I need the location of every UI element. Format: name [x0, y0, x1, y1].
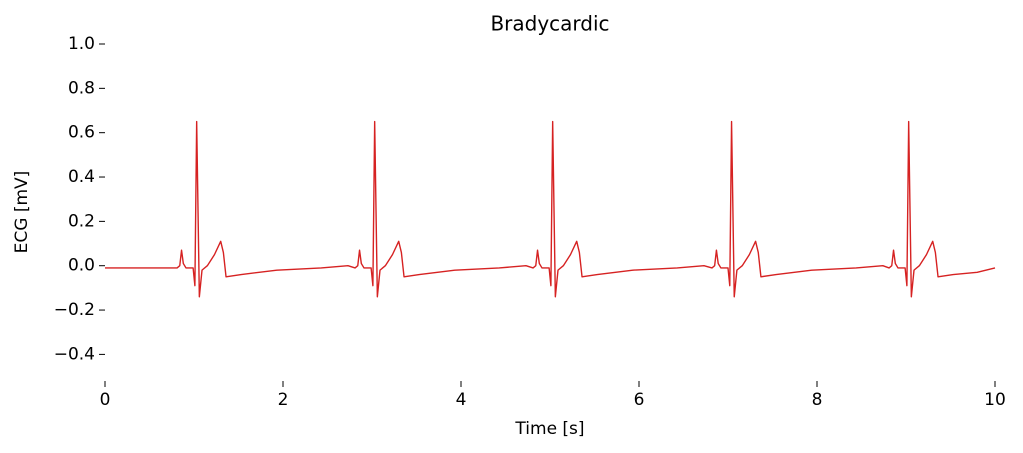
y-tick-label: 0.4 [68, 167, 95, 187]
x-tick-label: 4 [456, 390, 467, 410]
y-tick-label: 0.8 [68, 78, 95, 98]
y-tick-label: −0.4 [54, 344, 95, 364]
x-axis-label: Time [s] [514, 419, 584, 439]
y-tick-label: 1.0 [68, 34, 95, 54]
ecg-line [105, 120, 996, 298]
y-tick-label: 0.0 [68, 256, 95, 276]
x-tick-label: 8 [812, 390, 823, 410]
y-tick-label: −0.2 [54, 300, 95, 320]
y-tick-label: 0.6 [68, 123, 95, 143]
x-tick-label: 2 [278, 390, 289, 410]
y-axis-label: ECG [mV] [12, 171, 32, 254]
x-tick-label: 6 [634, 390, 645, 410]
chart-title: Bradycardic [490, 12, 609, 36]
y-tick-label: 0.2 [68, 211, 95, 231]
x-tick-label: 10 [984, 390, 1006, 410]
x-tick-label: 0 [100, 390, 111, 410]
